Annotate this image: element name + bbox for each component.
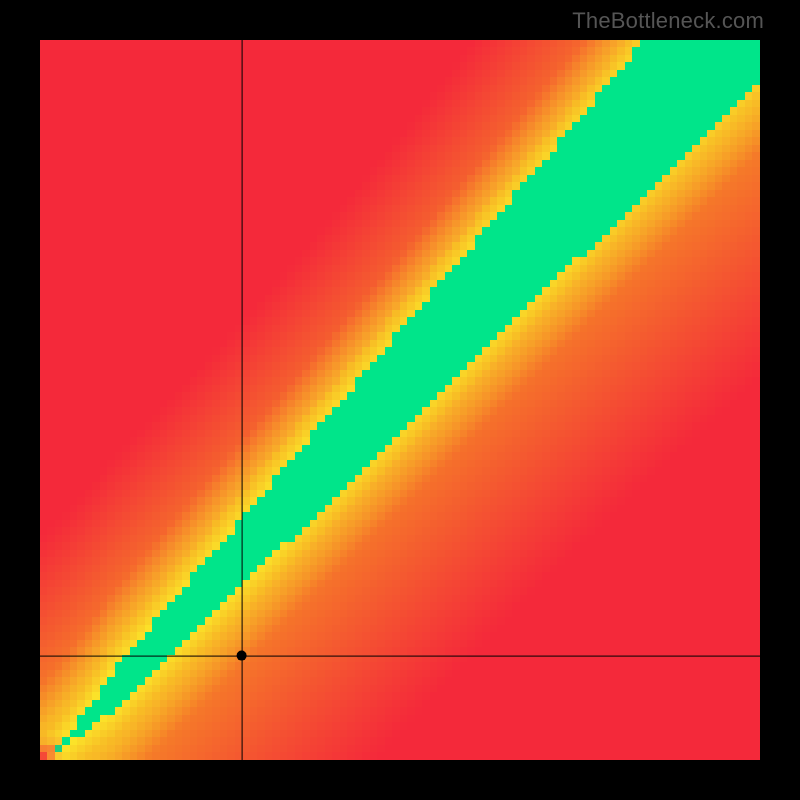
bottleneck-heatmap: [40, 40, 760, 760]
plot-area: [40, 40, 760, 760]
watermark-text: TheBottleneck.com: [572, 8, 764, 34]
chart-frame: TheBottleneck.com: [0, 0, 800, 800]
